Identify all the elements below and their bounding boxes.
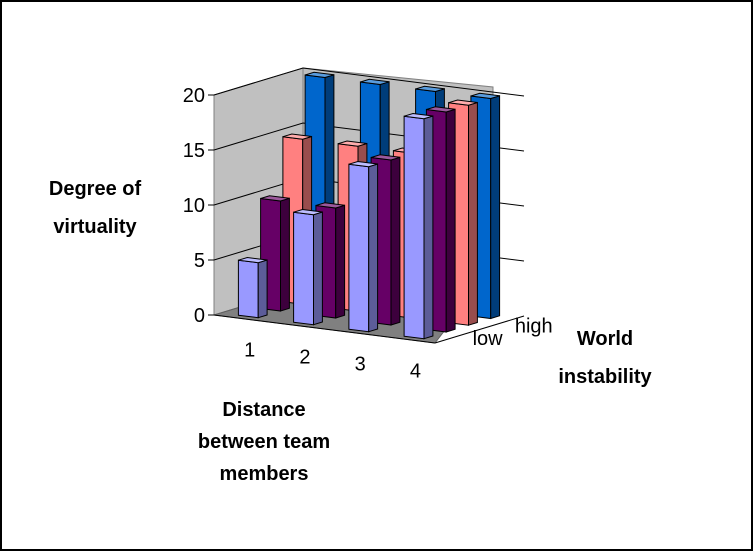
bar bbox=[348, 160, 379, 333]
depth-axis-title-line2: instability bbox=[558, 366, 652, 388]
x-tick-label: 1 bbox=[244, 340, 255, 362]
x-axis-title-line3: members bbox=[220, 463, 309, 485]
y-axis-title-line2: virtuality bbox=[53, 216, 137, 238]
depth-axis-title-line1: World bbox=[577, 328, 633, 350]
bar bbox=[237, 256, 268, 319]
x-tick-label: 2 bbox=[299, 347, 310, 369]
y-tick-label: 20 bbox=[183, 85, 205, 107]
bars bbox=[237, 71, 501, 340]
y-tick-labels: 0 5 10 15 20 bbox=[183, 85, 214, 327]
x-tick-label: 4 bbox=[410, 361, 421, 383]
depth-tick-label: low bbox=[473, 328, 504, 350]
y-tick-label: 5 bbox=[194, 250, 205, 272]
gridline bbox=[213, 67, 525, 97]
x-axis-title-line2: between team bbox=[198, 431, 330, 453]
x-tick-labels: 1 2 3 4 bbox=[213, 314, 436, 383]
bar bbox=[403, 112, 434, 340]
y-tick-label: 0 bbox=[194, 305, 205, 327]
y-axis-title-line1: Degree of bbox=[49, 178, 142, 200]
y-tick-label: 10 bbox=[183, 195, 205, 217]
bar bbox=[293, 208, 323, 326]
depth-tick-label: high bbox=[515, 315, 553, 337]
x-axis-title-line1: Distance bbox=[222, 399, 305, 421]
depth-axis-line bbox=[434, 315, 525, 344]
x-axis-line bbox=[213, 314, 436, 344]
x-tick-label: 3 bbox=[355, 354, 366, 376]
y-tick-label: 15 bbox=[183, 140, 205, 162]
